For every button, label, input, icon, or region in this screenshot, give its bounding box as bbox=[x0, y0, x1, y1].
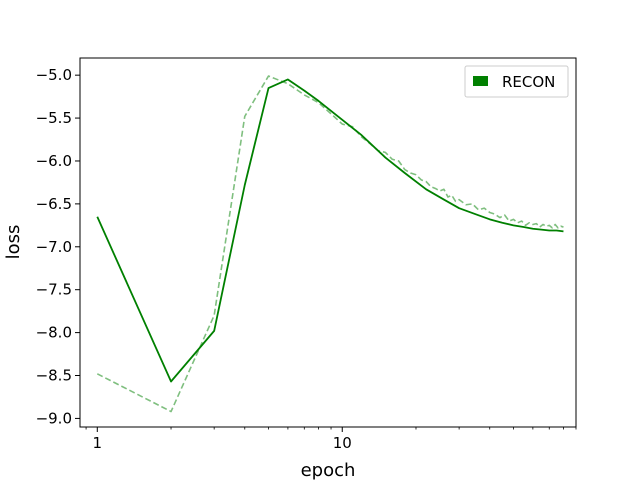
y-tick-label: −7.0 bbox=[36, 238, 72, 256]
x-tick-label: 1 bbox=[93, 434, 103, 452]
y-tick-label: −6.5 bbox=[36, 195, 72, 213]
y-tick-label: −8.5 bbox=[36, 367, 72, 385]
y-axis-ticks: −9.0 −8.5 −8.0 −7.5 −7.0 −6.5 −6.0 −5.5 −5.0 bbox=[36, 66, 80, 427]
y-tick-label: −8.0 bbox=[36, 324, 72, 342]
series-line-recon bbox=[96, 78, 564, 383]
legend-label-recon: RECON bbox=[502, 73, 555, 91]
legend-swatch-recon bbox=[473, 76, 488, 86]
y-tick-label: −6.0 bbox=[36, 152, 72, 170]
axes-frame bbox=[79, 57, 577, 428]
y-axis-label: loss bbox=[3, 225, 24, 260]
series-layer bbox=[96, 75, 564, 413]
y-tick-label: −7.5 bbox=[36, 281, 72, 299]
x-axis-label: epoch bbox=[301, 460, 356, 480]
series-line-dashed bbox=[96, 75, 564, 413]
y-tick-label: −9.0 bbox=[36, 409, 72, 427]
legend: RECON bbox=[464, 65, 569, 98]
x-tick-label: 10 bbox=[333, 434, 352, 452]
y-tick-label: −5.0 bbox=[36, 66, 72, 84]
legend-box bbox=[464, 65, 569, 98]
x-axis-ticks: 1 10 bbox=[85, 427, 577, 452]
y-tick-label: −5.5 bbox=[36, 109, 72, 127]
